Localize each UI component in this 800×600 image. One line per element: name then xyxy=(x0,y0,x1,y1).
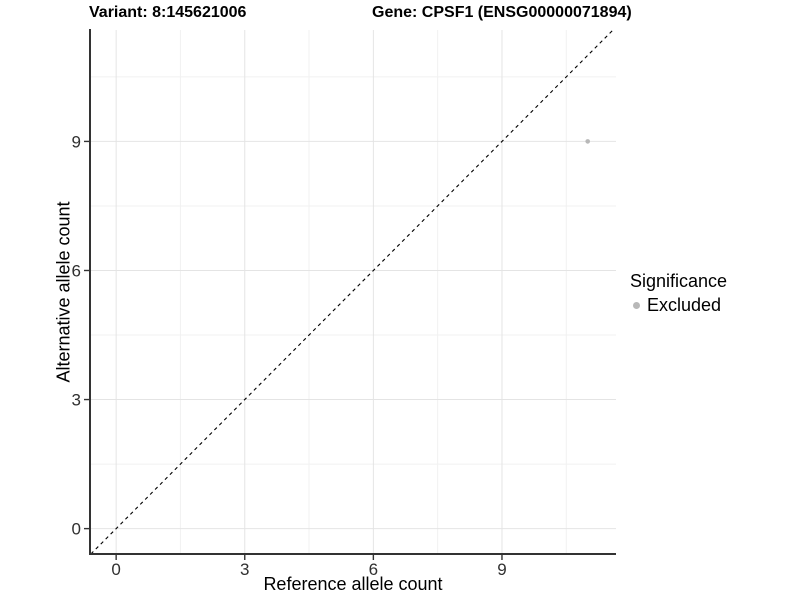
legend-title: Significance xyxy=(630,271,728,291)
legend-item-excluded: Excluded xyxy=(630,295,727,316)
y-tick-label: 6 xyxy=(72,261,81,280)
x-tick-label: 0 xyxy=(111,560,120,579)
y-tick-label: 9 xyxy=(72,132,81,151)
legend: Significance Excluded xyxy=(630,271,727,316)
y-tick-label: 3 xyxy=(72,391,81,410)
y-axis-title: Alternative allele count xyxy=(53,201,74,383)
plot-title-gene: Gene: CPSF1 (ENSG00000071894) xyxy=(372,4,632,21)
x-tick-label: 6 xyxy=(369,560,378,579)
y-tick-label: 0 xyxy=(72,520,81,539)
x-tick-label: 9 xyxy=(497,560,506,579)
plot-title-variant: Variant: 8:145621006 xyxy=(89,4,247,21)
legend-item-label: Excluded xyxy=(647,295,722,315)
data-point-excluded xyxy=(585,139,591,144)
identity-reference-line xyxy=(90,29,614,555)
x-tick-label: 3 xyxy=(240,560,249,579)
legend-point-icon xyxy=(633,302,640,309)
x-axis-title: Reference allele count xyxy=(263,574,443,594)
